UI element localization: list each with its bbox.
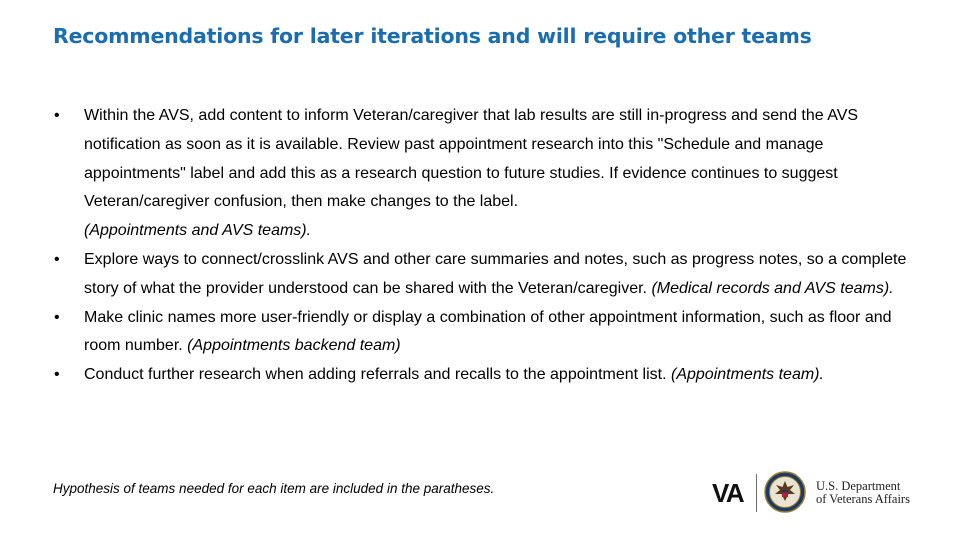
bullet-icon: • (54, 107, 60, 124)
recommendation-text: Within the AVS, add content to inform Ve… (84, 107, 859, 211)
list-item: • Conduct further research when adding r… (54, 361, 914, 390)
slide-title: Recommendations for later iterations and… (53, 24, 812, 48)
va-logo: VA U.S. Department of Veterans Affairs (712, 470, 912, 514)
recommendation-text: Conduct further research when adding ref… (84, 366, 667, 384)
footnote: Hypothesis of teams needed for each item… (53, 481, 495, 496)
department-name: U.S. Department of Veterans Affairs (816, 480, 910, 506)
department-line-1: U.S. Department (816, 479, 901, 493)
recommendation-text: Explore ways to connect/crosslink AVS an… (84, 250, 907, 297)
bullet-icon: • (54, 250, 60, 268)
va-wordmark: VA (712, 478, 745, 508)
bullet-icon: • (54, 366, 60, 384)
list-item: • Explore ways to connect/crosslink AVS … (54, 246, 914, 304)
list-item: • Within the AVS, add content to inform … (54, 102, 914, 246)
recommendation-teams: (Appointments team). (671, 366, 824, 384)
bullet-icon: • (54, 308, 60, 326)
recommendation-teams: (Medical records and AVS teams). (651, 279, 894, 297)
recommendation-teams: (Appointments backend team) (187, 337, 401, 355)
va-seal-icon (764, 471, 806, 513)
recommendation-teams: (Appointments and AVS teams). (84, 222, 312, 240)
list-item: • Make clinic names more user-friendly o… (54, 304, 914, 362)
recommendation-list: • Within the AVS, add content to inform … (54, 102, 914, 390)
department-line-2: of Veterans Affairs (816, 492, 910, 506)
recommendation-text: Make clinic names more user-friendly or … (84, 308, 892, 355)
logo-divider (756, 474, 757, 512)
